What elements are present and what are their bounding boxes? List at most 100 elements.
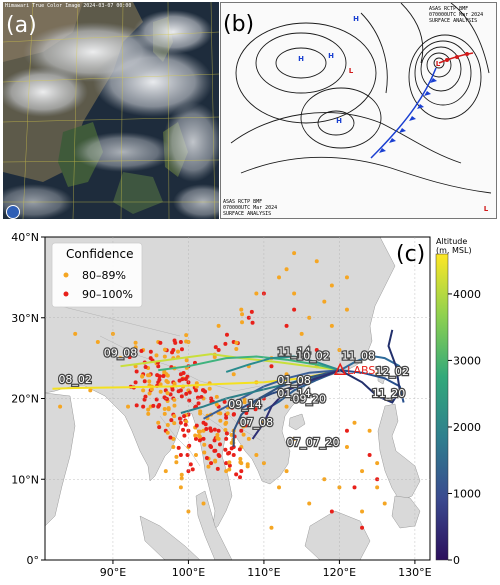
panel-a-label: (a)	[6, 13, 37, 38]
trajectory-label: 07_08	[240, 416, 274, 429]
fire-point	[147, 379, 152, 384]
fire-point	[329, 509, 334, 514]
fire-point	[218, 418, 223, 423]
fire-point	[277, 275, 282, 280]
trajectory-label: 01_14	[277, 387, 311, 400]
fire-point	[156, 420, 161, 425]
fire-point	[344, 444, 349, 449]
fire-point	[196, 401, 201, 406]
fire-point	[292, 307, 297, 312]
surface-analysis-stamp-bottom: ASAS RCTP BMF 070000UTC Mar 2024 SURFACE…	[223, 199, 277, 217]
fire-point	[284, 372, 289, 377]
fire-point	[134, 403, 139, 408]
fire-point	[375, 461, 380, 466]
fire-point	[299, 331, 304, 336]
low-pressure-label: L	[484, 205, 489, 213]
fire-point	[241, 424, 246, 429]
fire-point	[151, 403, 156, 408]
labs-station-marker	[333, 362, 347, 375]
surface-analysis-stamp-top: ASAS RCTP BMF 070000UTC Mar 2024 SURFACE…	[429, 6, 483, 24]
trajectory-label: 11_20	[372, 387, 406, 400]
fire-point	[178, 339, 183, 344]
fire-point	[165, 391, 170, 396]
fire-point	[202, 442, 207, 447]
fire-point	[197, 429, 202, 434]
fire-point	[223, 447, 228, 452]
fire-point	[223, 341, 228, 346]
fire-point	[172, 421, 177, 426]
fire-point	[73, 331, 78, 336]
fire-point	[212, 427, 217, 432]
fire-point	[156, 364, 161, 369]
trajectory-label: 12_02	[376, 365, 410, 378]
fire-point	[157, 377, 162, 382]
fire-point	[199, 395, 204, 400]
trajectory-label: 08_02	[58, 373, 92, 386]
fire-point	[225, 411, 230, 416]
fire-point	[165, 373, 170, 378]
trajectory-label: 09_08	[104, 347, 138, 360]
fire-point	[292, 436, 297, 441]
legend-label-80-89: 80–89%	[82, 269, 126, 282]
fire-point	[215, 435, 220, 440]
fire-point	[146, 407, 151, 412]
fire-point	[329, 283, 334, 288]
fire-point	[172, 397, 177, 402]
trajectory-label: 10_02	[296, 350, 330, 363]
fire-point	[229, 446, 234, 451]
fire-point	[209, 396, 214, 401]
fire-point	[181, 427, 186, 432]
high-pressure-label: H	[298, 55, 304, 63]
fire-point	[158, 340, 163, 345]
satellite-image: Himawari True Color Image 2024-03-07 00:…	[3, 2, 219, 219]
fire-point	[224, 469, 229, 474]
fire-point	[143, 365, 148, 370]
fire-point	[204, 456, 209, 461]
panel-c-label: (c)	[396, 242, 425, 267]
fire-point	[186, 469, 191, 474]
fire-point	[187, 390, 192, 395]
fire-point	[239, 469, 244, 474]
fire-point	[185, 452, 190, 457]
stamp-line: 070000UTC Mar 2024	[429, 12, 484, 18]
fire-point	[234, 340, 239, 345]
lat-tick-label: 10°N	[11, 473, 39, 486]
fire-point	[165, 430, 170, 435]
philippines-islands	[377, 403, 421, 502]
fire-point	[240, 320, 245, 325]
lon-tick-label: 130°E	[398, 566, 431, 579]
fire-point	[174, 460, 179, 465]
stamp-line: 070000UTC Mar 2024	[223, 205, 278, 211]
trajectory-label: 09_20	[292, 393, 326, 406]
fire-point	[182, 414, 187, 419]
stamp-line: ASAS RCTP BMF	[223, 199, 263, 205]
fire-point	[157, 402, 162, 407]
malay-peninsula	[195, 490, 233, 560]
trajectory-label: 09_14	[228, 398, 262, 411]
legend-marker-80-89	[63, 272, 69, 278]
stamp-line: SURFACE ANALYSIS	[429, 18, 478, 24]
fire-point	[176, 389, 181, 394]
fire-point	[165, 423, 170, 428]
fire-point	[213, 448, 218, 453]
lon-tick-label: 110°E	[247, 566, 280, 579]
fire-point	[223, 428, 228, 433]
labs-station-label: LABS	[347, 364, 375, 377]
fire-point	[224, 415, 229, 420]
fire-point	[230, 405, 235, 410]
fire-point	[168, 435, 173, 440]
fire-point	[184, 391, 189, 396]
fire-point	[139, 348, 144, 353]
legend-title: Confidence	[66, 247, 133, 261]
fire-point	[239, 307, 244, 312]
back-trajectory	[339, 354, 401, 372]
fire-point	[284, 404, 289, 409]
fire-point	[223, 421, 228, 426]
fire-point	[229, 432, 234, 437]
jma-logo-icon	[6, 205, 20, 219]
fire-point	[143, 394, 148, 399]
gridlines	[45, 237, 430, 560]
fire-point	[141, 388, 146, 393]
fire-point	[231, 412, 236, 417]
